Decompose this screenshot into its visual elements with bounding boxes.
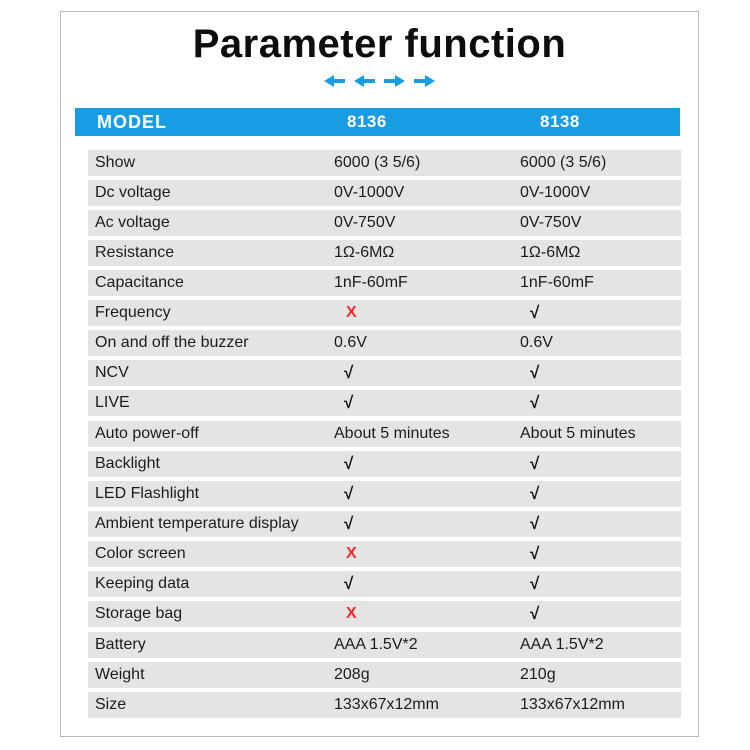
row-label: Auto power-off [95, 425, 199, 442]
arrow-left-icon [354, 75, 375, 87]
table-row: Show 6000 (3 5/6) 6000 (3 5/6) [88, 150, 681, 176]
table-header-row: MODEL 8136 8138 [75, 108, 680, 136]
spec-card: Parameter function MODEL 8136 8138 Show … [60, 11, 699, 737]
arrow-left-icon [324, 75, 345, 87]
value-8136: √ [344, 514, 354, 533]
row-label: Resistance [95, 244, 175, 261]
row-label: Dc voltage [95, 184, 171, 201]
row-label: LED Flashlight [95, 485, 200, 502]
row-label: Show [95, 154, 136, 171]
value-8138: √ [530, 303, 540, 322]
table-row: Ambient temperature display √ √ [88, 511, 681, 537]
table-row: Ac voltage 0V-750V 0V-750V [88, 210, 681, 236]
value-8138: AAA 1.5V*2 [520, 636, 604, 653]
value-8138: 0.6V [520, 334, 553, 351]
value-8138: √ [530, 454, 540, 473]
table-row: LED Flashlight √ √ [88, 481, 681, 507]
value-8136: 208g [334, 666, 370, 683]
value-8138: 210g [520, 666, 556, 683]
value-8138: √ [530, 393, 540, 412]
value-8136: X [346, 304, 357, 321]
value-8138: √ [530, 484, 540, 503]
value-8136: X [346, 605, 357, 622]
value-8138: √ [530, 363, 540, 382]
row-label: LIVE [95, 394, 130, 411]
table-row: LIVE √ √ [88, 390, 681, 416]
value-8138: √ [530, 544, 540, 563]
value-8136: AAA 1.5V*2 [334, 636, 418, 653]
value-8136: √ [344, 454, 354, 473]
value-8136: √ [344, 393, 354, 412]
row-label: Color screen [95, 545, 186, 562]
row-label: On and off the buzzer [95, 334, 249, 351]
header-model-label: MODEL [97, 111, 167, 132]
value-8138: √ [530, 514, 540, 533]
value-8136: 1Ω-6MΩ [334, 244, 395, 261]
table-row: Dc voltage 0V-1000V 0V-1000V [88, 180, 681, 206]
table-row: Storage bag X √ [88, 601, 681, 627]
table-row: On and off the buzzer 0.6V 0.6V [88, 330, 681, 356]
page-title: Parameter function [192, 22, 567, 66]
value-8138: √ [530, 604, 540, 623]
value-8136: 0V-1000V [334, 184, 405, 201]
value-8138: About 5 minutes [520, 425, 636, 442]
row-label: Capacitance [95, 274, 184, 291]
row-label: Ambient temperature display [95, 515, 299, 532]
value-8136: About 5 minutes [334, 425, 450, 442]
row-label: Storage bag [95, 605, 183, 622]
value-8138: √ [530, 574, 540, 593]
value-8136: X [346, 545, 357, 562]
table-row: Backlight √ √ [88, 451, 681, 477]
value-8136: 133x67x12mm [334, 696, 439, 713]
value-8136: 0.6V [334, 334, 367, 351]
value-8136: √ [344, 484, 354, 503]
value-8138: 0V-750V [520, 214, 582, 231]
value-8136: √ [344, 574, 354, 593]
value-8136: 1nF-60mF [334, 274, 408, 291]
value-8136: √ [344, 363, 354, 382]
row-label: Battery [95, 636, 146, 653]
row-label: Size [95, 696, 127, 713]
table-row: Color screen X √ [88, 541, 681, 567]
row-label: Backlight [95, 455, 160, 472]
table-row: Battery AAA 1.5V*2 AAA 1.5V*2 [88, 632, 681, 658]
row-label: Weight [95, 666, 145, 683]
value-8136: 0V-750V [334, 214, 396, 231]
row-label: Ac voltage [95, 214, 170, 231]
table-row: Frequency X √ [88, 300, 681, 326]
value-8138: 133x67x12mm [520, 696, 625, 713]
row-label: Keeping data [95, 575, 190, 592]
value-8136: 6000 (3 5/6) [334, 154, 421, 171]
header-model-8136: 8136 [347, 112, 387, 131]
header-model-8138: 8138 [540, 112, 580, 131]
table-row: Capacitance 1nF-60mF 1nF-60mF [88, 270, 681, 296]
table-row: NCV √ √ [88, 360, 681, 386]
row-label: NCV [95, 364, 129, 381]
value-8138: 6000 (3 5/6) [520, 154, 607, 171]
table-row: Weight 208g 210g [88, 662, 681, 688]
arrow-right-icon [414, 75, 435, 87]
value-8138: 0V-1000V [520, 184, 591, 201]
table-row: Size 133x67x12mm 133x67x12mm [88, 692, 681, 718]
table-row: Resistance 1Ω-6MΩ 1Ω-6MΩ [88, 240, 681, 266]
row-label: Frequency [95, 304, 171, 321]
spec-table: Show 6000 (3 5/6) 6000 (3 5/6) Dc voltag… [88, 150, 681, 722]
table-row: Keeping data √ √ [88, 571, 681, 597]
arrow-right-icon [384, 75, 405, 87]
title-arrows [61, 72, 698, 90]
value-8138: 1nF-60mF [520, 274, 594, 291]
value-8138: 1Ω-6MΩ [520, 244, 581, 261]
table-row: Auto power-off About 5 minutes About 5 m… [88, 421, 681, 447]
